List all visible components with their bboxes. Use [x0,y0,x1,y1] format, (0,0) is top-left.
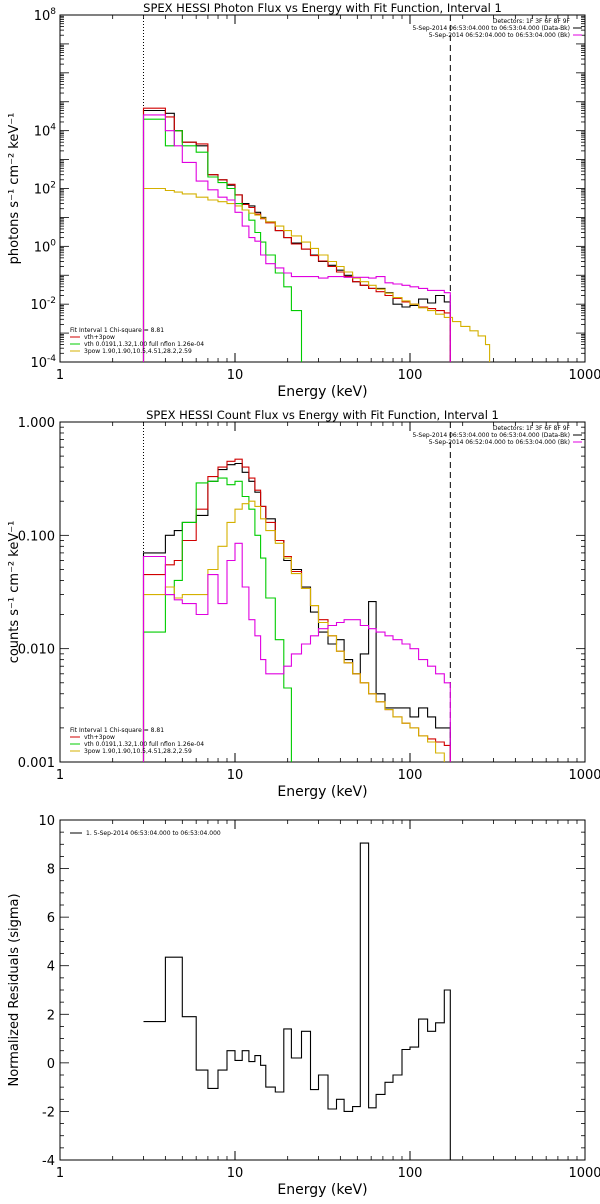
x-tick-label: 1 [56,368,64,383]
y-tick-label: 0 [47,1057,55,1072]
header-line: 5-Sep-2014 06:53:04.000 to 06:53:04.000 … [412,432,570,439]
series-line-3pow [142,500,445,762]
y-tick-label: 0.010 [18,643,55,658]
header-line: 5-Sep-2014 06:52:04.000 to 06:53:04.000 … [429,439,570,446]
x-tick-label: 1000 [568,768,600,783]
y-tick-label: 0.001 [18,756,55,771]
legend-entry: vth 0.0191,1.32,1.00 full nflon 1.26e-04 [84,741,204,748]
y-tick-label: 104 [34,123,57,140]
chart-title: SPEX HESSI Photon Flux vs Energy with Fi… [143,1,502,15]
header-line: Detectors: 1F 3F 6F 8F 9F [493,425,571,432]
x-tick-label: 1000 [568,368,600,383]
series-line-bk [142,542,451,762]
legend-entry: 3pow 1.90,1.90,10.5,4.51,28.2,2.59 [84,348,192,355]
header-line: Detectors: 1F 3F 6F 8F 9F [493,18,571,25]
y-tick-label: 108 [34,7,57,24]
x-tick-label: 100 [398,1166,423,1181]
series-line-vth [142,477,292,762]
legend: 1. 5-Sep-2014 06:53:04.000 to 06:53:04.0… [70,830,221,837]
series-line-vth [142,118,303,362]
y-tick-label: 2 [47,1008,55,1023]
series-line-data-bk [142,109,451,362]
legend-entry: 3pow 1.90,1.90,10.5,4.51,28.2,2.59 [84,748,192,755]
y-tick-label: 10-4 [30,354,56,371]
y-axis-label: counts s⁻¹ cm⁻² keV⁻¹ [7,521,22,664]
plot-area [143,842,451,1160]
y-tick-label: -2 [42,1105,55,1120]
plot-area [142,422,451,762]
y-axis-label: Normalized Residuals (sigma) [7,893,22,1086]
y-tick-label: 10-2 [30,296,56,313]
series-line-data-bk [142,462,451,762]
plot-frame [59,819,586,1161]
legend: Fit Interval 1 Chi-square = 8.81vth+3pow… [70,327,204,355]
x-axis-label: Energy (keV) [277,384,367,400]
y-tick-label: 4 [47,960,55,975]
legend-entry: vth+3pow [84,334,115,341]
x-tick-label: 1 [56,768,64,783]
x-tick-label: 1000 [568,1166,600,1181]
x-tick-label: 1 [56,1166,64,1181]
series-line-vth-3pow [142,458,451,762]
y-tick-label: 100 [34,238,57,255]
x-axis-label: Energy (keV) [277,784,367,800]
legend-entry: vth+3pow [84,734,115,741]
legend-title: Fit Interval 1 Chi-square = 8.81 [70,727,164,734]
series-line-bk [142,114,451,362]
chart-1: 1 10 100 1000 10-4 10-2 100 102 104 108 SPEX HESSI… [7,1,600,400]
header-line: 5-Sep-2014 06:52:04.000 to 06:53:04.000 … [429,32,570,39]
header-line: 5-Sep-2014 06:53:04.000 to 06:53:04.000 … [412,25,570,32]
x-tick-label: 10 [227,1166,244,1181]
y-tick-label: 0.100 [18,529,55,544]
legend-entry: vth 0.0191,1.32,1.00 full nflon 1.26e-04 [84,341,204,348]
plot-frame [59,14,586,363]
series-line-1-5-sep-2014-06-53-04-000-to-06-53-04-000 [143,842,451,1160]
x-tick-label: 100 [398,368,423,383]
y-tick-label: 10 [38,814,55,829]
y-tick-label: 1.000 [18,416,55,431]
y-tick-label: -4 [42,1154,55,1169]
series-line-3pow [142,187,491,362]
plot-area [142,15,491,362]
x-tick-label: 10 [227,768,244,783]
chart-title: SPEX HESSI Count Flux vs Energy with Fit… [146,408,499,422]
x-axis-label: Energy (keV) [277,1182,367,1198]
x-tick-label: 10 [227,368,244,383]
y-tick-label: 8 [47,863,55,878]
y-tick-label: 102 [34,181,56,198]
plot-frame [59,421,586,763]
y-axis-label: photons s⁻¹ cm⁻² keV⁻¹ [7,113,22,265]
y-tick-label: 6 [47,911,55,926]
legend-title: Fit Interval 1 Chi-square = 8.81 [70,327,164,334]
legend-entry: 1. 5-Sep-2014 06:53:04.000 to 06:53:04.0… [86,830,221,837]
chart-2: 1 10 100 1000 0.001 0.010 0.100 1.000 SPEX HESSI… [7,408,600,800]
series-line-vth-3pow [142,107,451,362]
legend: Fit Interval 1 Chi-square = 8.81vth+3pow… [70,727,204,755]
chart-3: 1 10 100 1000 -4 -2 0 2 4 6 8 10 Energy (keV) Normali… [7,814,600,1198]
x-tick-label: 100 [398,768,423,783]
